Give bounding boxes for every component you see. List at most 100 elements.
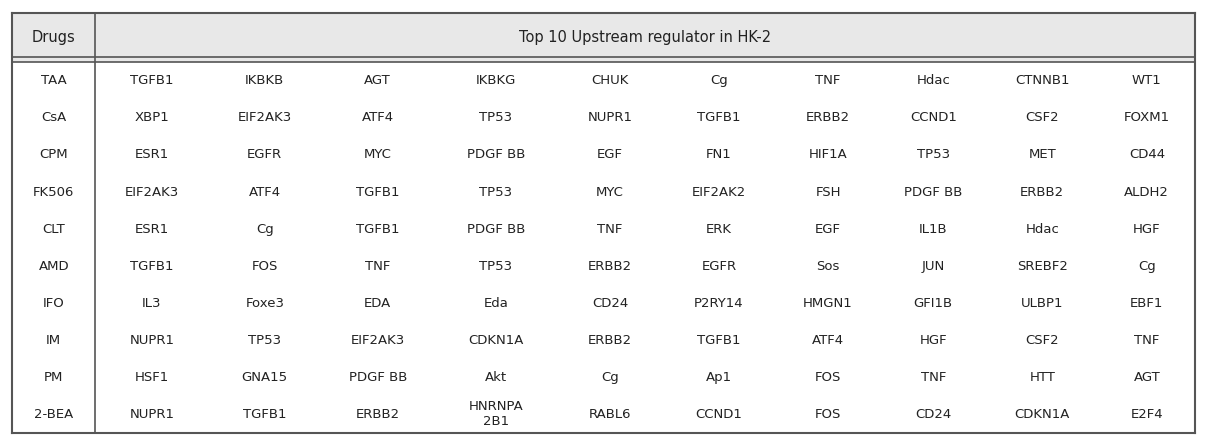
Text: TGFB1: TGFB1 [356, 186, 400, 198]
Bar [435, 136, 558, 173]
Text: IFO: IFO [43, 297, 65, 310]
Bar [558, 285, 663, 322]
Text: GNA15: GNA15 [241, 371, 287, 384]
Text: ERBB2: ERBB2 [356, 408, 400, 421]
Bar [1098, 99, 1195, 136]
Bar [95, 173, 209, 211]
Bar [12, 13, 95, 62]
Text: IKBKB: IKBKB [245, 74, 285, 87]
Text: EIF2AK3: EIF2AK3 [124, 186, 179, 198]
Text: CTNNB1: CTNNB1 [1015, 74, 1069, 87]
Text: TNF: TNF [921, 371, 946, 384]
Bar [12, 136, 95, 173]
Bar [558, 322, 663, 359]
Text: PM: PM [45, 371, 64, 384]
Bar [663, 285, 775, 322]
Text: FOS: FOS [815, 408, 841, 421]
Text: Akt: Akt [485, 371, 507, 384]
Bar [775, 99, 881, 136]
Text: Drugs: Drugs [31, 30, 76, 45]
Bar [775, 248, 881, 285]
Bar [435, 62, 558, 99]
Bar [881, 211, 986, 248]
Text: CLT: CLT [42, 223, 65, 235]
Text: Hdac: Hdac [916, 74, 950, 87]
Bar [986, 99, 1098, 136]
Text: CDKN1A: CDKN1A [468, 334, 524, 347]
Text: HTT: HTT [1030, 371, 1055, 384]
Text: TP53: TP53 [479, 112, 512, 124]
Text: PDGF BB: PDGF BB [349, 371, 407, 384]
Text: TP53: TP53 [479, 260, 512, 273]
Text: ERBB2: ERBB2 [588, 260, 632, 273]
Text: TGFB1: TGFB1 [698, 334, 741, 347]
Text: IL1B: IL1B [919, 223, 947, 235]
Bar [986, 359, 1098, 396]
Text: ATF4: ATF4 [249, 186, 281, 198]
Text: CDKN1A: CDKN1A [1015, 408, 1069, 421]
Bar [435, 248, 558, 285]
Text: EGF: EGF [597, 149, 623, 161]
Bar [321, 173, 435, 211]
Text: EGF: EGF [815, 223, 841, 235]
Bar [775, 396, 881, 433]
Text: MYC: MYC [596, 186, 624, 198]
Bar [1098, 248, 1195, 285]
Text: AGT: AGT [365, 74, 391, 87]
Text: TAA: TAA [41, 74, 66, 87]
Text: CPM: CPM [40, 149, 68, 161]
Bar [986, 136, 1098, 173]
Bar [12, 173, 95, 211]
Text: ESR1: ESR1 [135, 149, 169, 161]
Text: NUPR1: NUPR1 [588, 112, 632, 124]
Bar [558, 248, 663, 285]
Text: ATF4: ATF4 [812, 334, 844, 347]
Text: GFI1B: GFI1B [914, 297, 952, 310]
Text: HMGN1: HMGN1 [803, 297, 853, 310]
Text: ESR1: ESR1 [135, 223, 169, 235]
Text: TP53: TP53 [479, 186, 512, 198]
Text: MET: MET [1028, 149, 1056, 161]
Text: FSH: FSH [815, 186, 841, 198]
Text: TGFB1: TGFB1 [243, 408, 286, 421]
Bar [986, 285, 1098, 322]
Text: SREBF2: SREBF2 [1016, 260, 1068, 273]
Bar [986, 62, 1098, 99]
Text: EBF1: EBF1 [1130, 297, 1164, 310]
Bar [1098, 359, 1195, 396]
Bar [435, 173, 558, 211]
Text: CD24: CD24 [915, 408, 951, 421]
Bar [558, 211, 663, 248]
Bar [881, 62, 986, 99]
Text: RABL6: RABL6 [589, 408, 631, 421]
Text: Sos: Sos [816, 260, 840, 273]
Bar [209, 62, 321, 99]
Text: NUPR1: NUPR1 [129, 334, 174, 347]
Bar [663, 173, 775, 211]
Text: HGF: HGF [920, 334, 947, 347]
Bar [435, 285, 558, 322]
Text: HNRNPA
2B1: HNRNPA 2B1 [468, 400, 523, 428]
Bar [1098, 136, 1195, 173]
Bar [663, 99, 775, 136]
Text: TGFB1: TGFB1 [356, 223, 400, 235]
Text: IKBKG: IKBKG [476, 74, 515, 87]
Bar [209, 248, 321, 285]
Bar [663, 322, 775, 359]
Bar [95, 136, 209, 173]
Text: JUN: JUN [922, 260, 945, 273]
Bar [209, 359, 321, 396]
Bar [881, 322, 986, 359]
Text: CCND1: CCND1 [695, 408, 742, 421]
Bar [209, 285, 321, 322]
Bar [95, 322, 209, 359]
Text: CCND1: CCND1 [910, 112, 957, 124]
Bar [558, 359, 663, 396]
Bar [209, 396, 321, 433]
Bar [321, 322, 435, 359]
Text: CD44: CD44 [1129, 149, 1165, 161]
Text: EGFR: EGFR [701, 260, 736, 273]
Bar [321, 285, 435, 322]
Bar [881, 173, 986, 211]
Bar [435, 359, 558, 396]
